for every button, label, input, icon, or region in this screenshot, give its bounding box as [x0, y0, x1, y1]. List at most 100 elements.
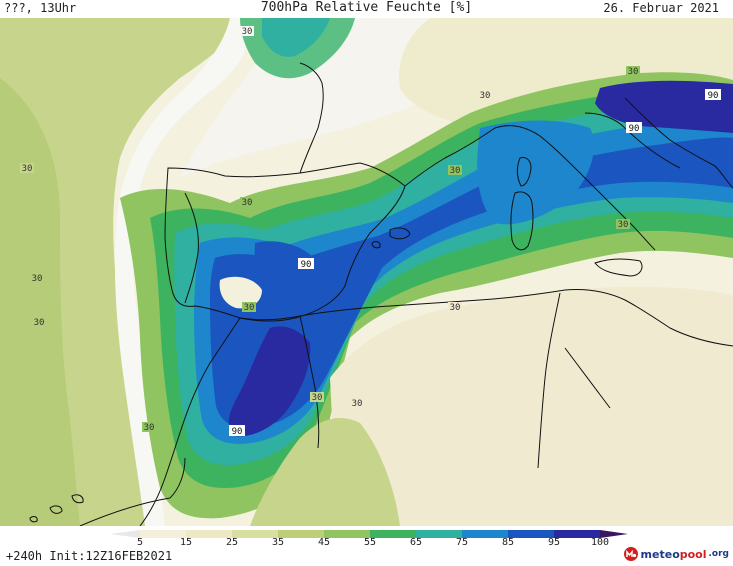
- humidity-zone-core-iberia: [254, 241, 315, 289]
- contour-label-30: 30: [478, 90, 492, 101]
- svg-text:30: 30: [32, 274, 43, 284]
- color-scale-swatch: [462, 530, 509, 538]
- contour-label-90: 90: [229, 425, 245, 437]
- color-scale-tick-label: 55: [364, 537, 376, 546]
- border-algeria-tunisia: [537, 292, 561, 469]
- brand-org: .org: [708, 549, 729, 559]
- humidity-zone-core-adriatic: [595, 80, 733, 133]
- contour-label-30: 30: [142, 422, 156, 433]
- forecast-time-label: ???, 13Uhr: [4, 1, 77, 15]
- color-scale-tick-label: 5: [137, 537, 143, 546]
- color-scale-tick-label: 95: [548, 537, 560, 546]
- color-scale-swatch: [416, 530, 463, 538]
- coast-iberia: [164, 162, 406, 322]
- color-scale-tick-label: 45: [318, 537, 330, 546]
- meteopool-logo-icon: [623, 547, 638, 561]
- color-scale-tick-label: 35: [272, 537, 284, 546]
- humidity-zone-core-morocco: [228, 326, 311, 437]
- color-scale-tick-label: 100: [591, 537, 609, 546]
- svg-text:30: 30: [480, 91, 491, 101]
- contour-label-90: 90: [298, 258, 314, 270]
- contour-label-30: 30: [32, 317, 46, 328]
- coast-corsica: [517, 157, 532, 187]
- color-scale-tick-label: 15: [180, 537, 192, 546]
- contour-label-30: 30: [240, 197, 254, 208]
- coast-balearics: [371, 227, 411, 249]
- coast-canaries: [29, 494, 84, 523]
- run-info-label: +240h Init:12Z16FEB2021: [6, 549, 173, 563]
- color-scale-swatch: [186, 530, 233, 538]
- brand-meteo: meteo: [640, 547, 680, 561]
- coast-morocco-atlantic: [139, 317, 241, 526]
- color-scale-arrow-low: [110, 530, 140, 538]
- contour-label-90: 90: [626, 122, 642, 134]
- svg-text:90: 90: [708, 91, 719, 101]
- svg-text:30: 30: [244, 303, 255, 313]
- color-scale-tick-label: 25: [226, 537, 238, 546]
- border-spain-portugal: [184, 192, 199, 304]
- color-scale-swatch: [508, 530, 555, 538]
- svg-text:90: 90: [232, 427, 243, 437]
- svg-text:30: 30: [22, 164, 33, 174]
- coast-italy: [494, 112, 681, 251]
- humidity-zone-tyrrhenian: [477, 120, 594, 225]
- color-scale-tick-label: 65: [410, 537, 422, 546]
- color-scale-swatch: [554, 530, 601, 538]
- contour-label-30: 30: [448, 302, 462, 313]
- coast-north-africa: [239, 289, 733, 347]
- forecast-date: 26. Februar 2021: [603, 1, 719, 15]
- header-bar: ???, 13Uhr 700hPa Relative Feuchte [%] 2…: [0, 0, 733, 18]
- contour-label-30: 30: [448, 165, 462, 176]
- contour-label-30: 30: [240, 26, 254, 37]
- brand-pool: pool: [679, 547, 707, 561]
- color-scale-ticks: 5 15 25 35 45 55 65 75 85 95 100: [137, 537, 609, 546]
- svg-text:90: 90: [301, 260, 312, 270]
- color-scale-swatch: [278, 530, 325, 538]
- coast-sicily: [594, 258, 643, 277]
- color-scale-swatch: [370, 530, 417, 538]
- color-scale-swatch: [232, 530, 279, 538]
- contour-label-30: 30: [20, 163, 34, 174]
- color-scale-tick-label: 75: [456, 537, 468, 546]
- dry-zone-north-africa: [320, 286, 733, 526]
- svg-text:30: 30: [352, 399, 363, 409]
- dry-patch-andalusia: [219, 276, 262, 309]
- svg-text:30: 30: [242, 198, 253, 208]
- contour-label-30: 30: [616, 219, 630, 230]
- humidity-zone-sahara-green: [250, 418, 400, 526]
- humidity-zone-atlantic-west-inner: [0, 78, 80, 526]
- humidity-map: 30 30 30 30 30 30 30 30 30 30 30 30 30 3…: [0, 18, 733, 526]
- contour-labels: 30 30 30 30 30 30 30 30 30 30 30 30 30 3…: [20, 26, 721, 437]
- color-scale-legend: 5 15 25 35 45 55 65 75 85 95 100: [110, 530, 628, 546]
- color-scale-swatches: [110, 530, 628, 538]
- svg-text:30: 30: [144, 423, 155, 433]
- coastlines: [29, 62, 733, 526]
- border-algeria-libya: [564, 347, 611, 409]
- map-title: 700hPa Relative Feuchte [%]: [260, 0, 473, 15]
- svg-text:30: 30: [312, 393, 323, 403]
- border-western-sahara: [79, 457, 186, 526]
- contour-label-30: 30: [310, 392, 324, 403]
- contour-label-30: 30: [626, 66, 640, 77]
- coast-france: [299, 62, 496, 187]
- svg-text:90: 90: [629, 124, 640, 134]
- svg-text:30: 30: [34, 318, 45, 328]
- color-scale-tick-label: 85: [502, 537, 514, 546]
- footer-bar: 5 15 25 35 45 55 65 75 85 95 100 +240h Init:12Z16F…: [0, 526, 733, 566]
- color-scale-arrow-high: [600, 530, 628, 538]
- svg-text:30: 30: [628, 67, 639, 77]
- border-morocco-algeria: [299, 315, 320, 449]
- svg-text:30: 30: [618, 220, 629, 230]
- humidity-zone-europe: [399, 18, 733, 128]
- contour-label-30: 30: [350, 398, 364, 409]
- coast-balkans: [624, 97, 733, 189]
- contour-label-30: 30: [30, 273, 44, 284]
- svg-text:30: 30: [450, 303, 461, 313]
- svg-text:30: 30: [450, 166, 461, 176]
- meteopool-logo[interactable]: meteo pool .org: [623, 546, 729, 562]
- coast-sardinia: [510, 191, 534, 251]
- color-scale-swatch: [140, 530, 187, 538]
- color-scale-swatch: [324, 530, 371, 538]
- contour-label-90: 90: [705, 89, 721, 101]
